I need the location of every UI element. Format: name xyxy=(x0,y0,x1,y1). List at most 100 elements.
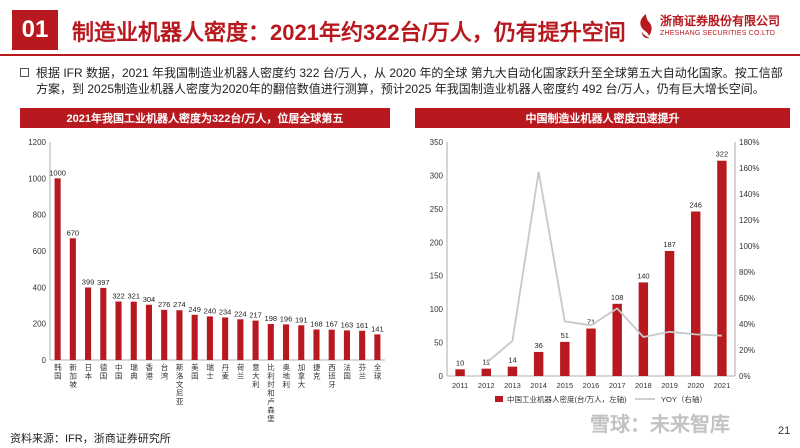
x-tick-label: 中国 xyxy=(115,362,123,381)
data-label: 163 xyxy=(341,320,354,329)
x-tick-label: 瑞士 xyxy=(206,362,214,381)
x-tick-label: 捷克 xyxy=(313,362,321,381)
y-tick-label: 1000 xyxy=(28,174,46,183)
x-tick-label: 2014 xyxy=(530,381,547,390)
legend-swatch-bar xyxy=(495,396,503,402)
data-label: 71 xyxy=(587,318,595,327)
x-tick-label: 2013 xyxy=(504,381,521,390)
watermark: 雪球：未来智库 xyxy=(590,414,730,436)
data-label: 670 xyxy=(67,228,80,237)
y-tick-label-right: 80% xyxy=(739,268,755,277)
x-tick-label: 韩国 xyxy=(54,362,62,381)
yoy-line xyxy=(485,171,722,364)
bar xyxy=(191,314,198,360)
y-tick-label-left: 150 xyxy=(430,272,444,281)
y-tick-label-left: 100 xyxy=(430,305,444,314)
x-tick-label: 2020 xyxy=(687,381,704,390)
y-tick-label-right: 160% xyxy=(739,164,759,173)
x-tick-label: 瑞典 xyxy=(130,362,138,381)
data-label: 36 xyxy=(534,341,542,350)
y-tick-label-right: 60% xyxy=(739,294,755,303)
y-tick-label-right: 100% xyxy=(739,242,759,251)
x-tick-label: 2011 xyxy=(452,381,468,390)
x-tick-label: 2018 xyxy=(635,381,652,390)
source-note: 资料来源：IFR，浙商证券研究所 xyxy=(10,433,171,445)
data-label: 191 xyxy=(295,315,308,324)
data-label: 168 xyxy=(310,319,323,328)
bar xyxy=(161,309,168,360)
data-label: 397 xyxy=(97,278,110,287)
company-logo: 浙商证券股份有限公司 ZHESHANG SECURITIES CO.LTD xyxy=(636,8,796,48)
x-tick-label: 意大利 xyxy=(252,362,260,389)
y-tick-label: 600 xyxy=(33,247,47,256)
data-label: 234 xyxy=(219,307,232,316)
data-label: 322 xyxy=(112,292,125,301)
bar xyxy=(664,250,675,376)
data-label: 161 xyxy=(356,321,369,330)
data-label: 249 xyxy=(188,305,201,314)
logo-mark-icon xyxy=(640,14,652,39)
bar xyxy=(176,310,183,360)
legend-label-bar: 中国工业机器人密度(台/万人，左轴) xyxy=(507,394,627,404)
bar xyxy=(282,324,290,360)
bar xyxy=(252,320,259,360)
x-tick-label: 新加坡 xyxy=(69,362,77,389)
data-label: 399 xyxy=(82,278,95,287)
y-tick-label-right: 20% xyxy=(739,346,755,355)
x-tick-label: 西班牙 xyxy=(328,363,336,389)
bar xyxy=(267,324,274,360)
y-tick-label: 0 xyxy=(42,356,47,365)
slide-title: 制造业机器人密度：2021年约322台/万人，仍有提升空间 xyxy=(72,20,626,45)
x-tick-label: 全球 xyxy=(374,362,382,381)
y-tick-label: 1200 xyxy=(28,138,46,147)
y-tick-label-right: 0% xyxy=(739,372,751,381)
y-tick-label-left: 200 xyxy=(430,238,444,247)
bar xyxy=(145,304,153,360)
legend-label-line: YOY（右轴） xyxy=(661,394,707,404)
x-tick-label: 丹麦 xyxy=(222,363,230,381)
data-label: 322 xyxy=(716,150,729,159)
data-label: 187 xyxy=(663,240,676,249)
x-tick-label: 香港 xyxy=(145,362,153,381)
data-label: 141 xyxy=(371,324,384,333)
bar xyxy=(222,317,229,360)
data-label: 14 xyxy=(508,356,516,365)
data-label: 196 xyxy=(280,314,293,323)
x-tick-label: 斯洛文尼亚 xyxy=(176,362,184,406)
bar xyxy=(612,303,622,376)
chart-right-plot: 0 50 100 150 200 250 300 350 0% 20% 40% 60% 80% 100% 1… xyxy=(430,138,760,404)
bar xyxy=(586,328,596,376)
x-tick-label: 2017 xyxy=(609,381,626,390)
chart-left: 2021年我国工业机器人密度为322台/万人，位居全球第五 0 200 400 600… xyxy=(20,108,390,428)
y-tick-label: 200 xyxy=(33,320,47,329)
bar xyxy=(533,351,544,376)
bar xyxy=(455,369,465,376)
x-tick-label: 比利时和卢森堡 xyxy=(267,362,275,423)
data-label: 304 xyxy=(143,295,156,304)
x-tick-label: 德国 xyxy=(100,362,108,381)
bar xyxy=(328,329,335,360)
bar xyxy=(638,282,649,376)
x-tick-label: 2012 xyxy=(478,381,495,390)
x-tick-label: 2019 xyxy=(661,381,678,390)
bar xyxy=(481,368,491,376)
data-label: 224 xyxy=(234,309,247,318)
x-tick-label: 美国 xyxy=(191,362,199,381)
bar xyxy=(313,329,320,360)
data-label: 1000 xyxy=(49,168,66,177)
slide-header: 01 制造业机器人密度：2021年约322台/万人，仍有提升空间 浙商证券股份有… xyxy=(0,0,800,60)
x-tick-label: 法国 xyxy=(343,362,351,381)
x-tick-label: 加拿大 xyxy=(298,362,306,389)
y-tick-label-right: 120% xyxy=(739,216,759,225)
bar xyxy=(691,211,701,376)
y-tick-label-left: 350 xyxy=(430,138,444,147)
chart-right: 中国制造业机器人密度迅速提升 0 50 100 150 200 250 300 350 0% 20… xyxy=(415,108,790,428)
bar xyxy=(130,301,137,360)
page-number: 21 xyxy=(778,425,791,437)
data-label: 198 xyxy=(265,314,278,323)
chart-right-title: 中国制造业机器人密度迅速提升 xyxy=(415,108,790,128)
bar xyxy=(717,160,727,376)
logo-company-name-en: ZHESHANG SECURITIES CO.LTD xyxy=(660,30,776,37)
y-tick-label-left: 300 xyxy=(430,171,444,180)
y-tick-label-left: 0 xyxy=(439,372,444,381)
